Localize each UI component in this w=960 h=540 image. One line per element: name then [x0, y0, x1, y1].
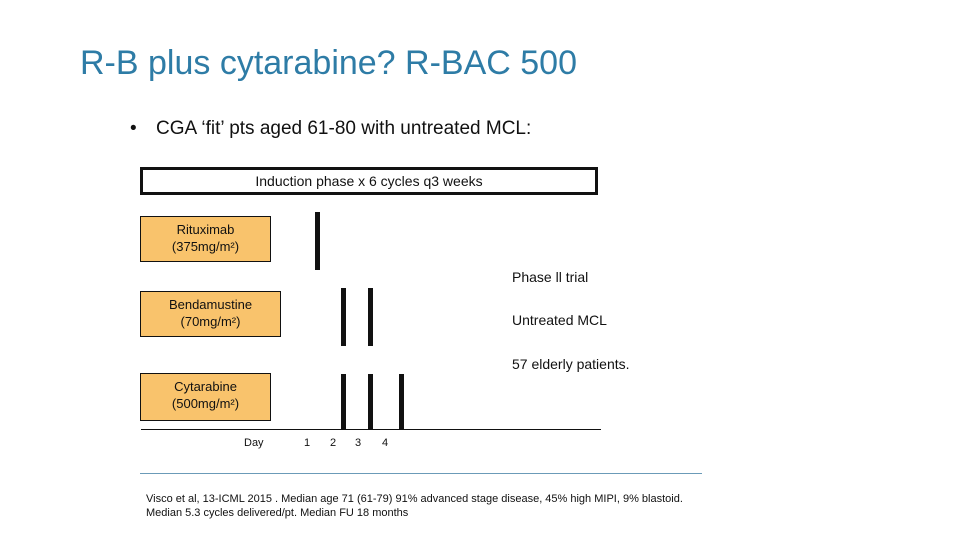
bullet-marker: •	[130, 118, 137, 139]
day-tick-3: 3	[355, 437, 362, 449]
drug-name: Rituximab	[176, 222, 235, 237]
drug-name: Bendamustine	[168, 297, 253, 312]
dose-bar-rituximab-day1	[315, 212, 320, 270]
bullet-point: • CGA ‘fit’ pts aged 61-80 with untreated…	[130, 118, 531, 140]
day-axis-label: Day	[244, 437, 264, 449]
dose-bar-bendamustine-day2	[341, 288, 346, 346]
bullet-text: CGA ‘fit’ pts aged 61-80 with untreated …	[156, 118, 532, 139]
day-axis-line	[141, 429, 601, 430]
drug-box-cytarabine: Cytarabine (500mg/m²)	[140, 373, 271, 421]
drug-dose: (70mg/m²)	[180, 314, 241, 329]
induction-phase-box: Induction phase x 6 cycles q3 weeks	[140, 167, 598, 195]
drug-dose: (500mg/m²)	[171, 396, 240, 411]
dose-bar-cytarabine-day2	[341, 374, 346, 430]
drug-box-rituximab: Rituximab (375mg/m²)	[140, 216, 271, 262]
side-note-patients: 57 elderly patients.	[512, 356, 630, 372]
drug-dose: (375mg/m²)	[171, 239, 240, 254]
dose-bar-cytarabine-day4	[399, 374, 404, 430]
side-note-trial: Phase ll trial	[512, 269, 589, 285]
reference-divider	[140, 473, 702, 474]
drug-box-bendamustine: Bendamustine (70mg/m²)	[140, 291, 281, 337]
side-note-disease: Untreated MCL	[512, 312, 607, 328]
day-tick-2: 2	[330, 437, 337, 449]
slide-title: R-B plus cytarabine? R-BAC 500	[80, 44, 578, 82]
reference-text: Visco et al, 13-ICML 2015 . Median age 7…	[146, 493, 683, 519]
day-tick-1: 1	[304, 437, 311, 449]
day-tick-4: 4	[382, 437, 389, 449]
drug-name: Cytarabine	[174, 379, 237, 394]
dose-bar-cytarabine-day3	[368, 374, 373, 430]
dose-bar-bendamustine-day3	[368, 288, 373, 346]
